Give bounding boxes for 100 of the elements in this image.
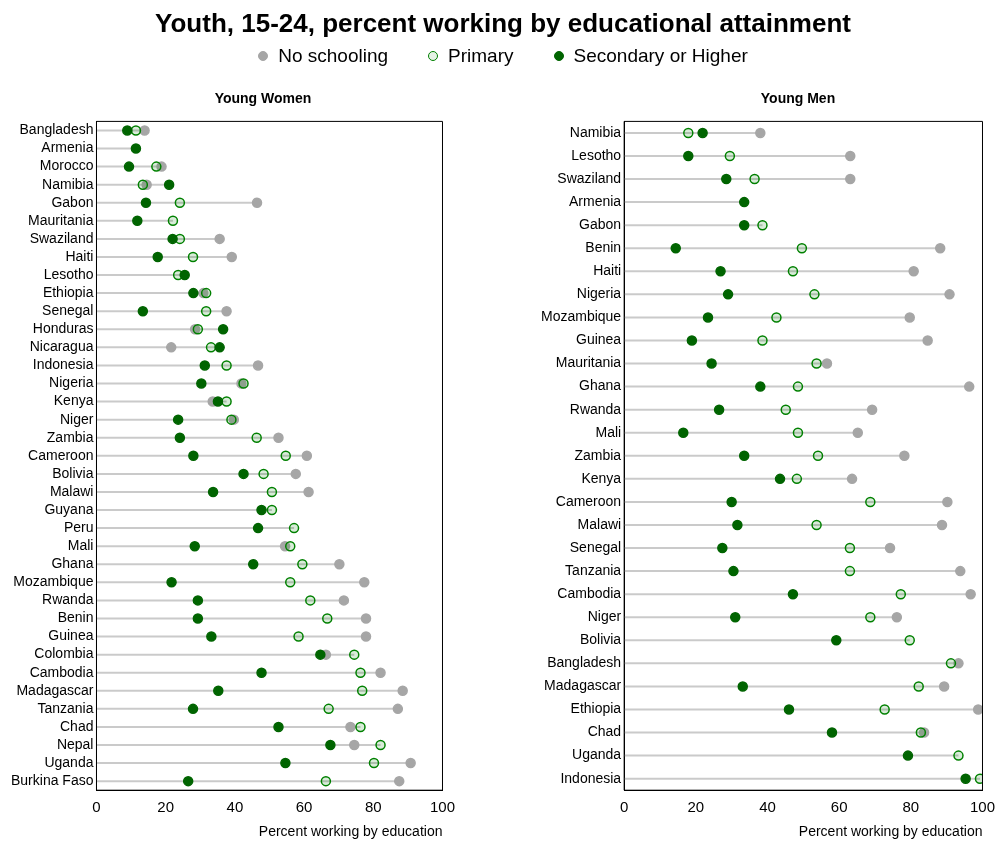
point	[397, 685, 408, 697]
y-tick-label: Zambia	[46, 428, 94, 445]
y-tick-label: Namibia	[569, 123, 622, 140]
point	[167, 233, 178, 245]
point	[726, 496, 737, 508]
point	[152, 251, 163, 263]
point	[166, 577, 177, 588]
point	[182, 775, 194, 787]
point	[963, 381, 975, 392]
point	[206, 631, 217, 642]
point	[787, 588, 799, 600]
point	[187, 251, 199, 263]
x-axis-title: Percent working by education	[258, 823, 443, 840]
point	[953, 750, 964, 761]
y-tick-label: Indonesia	[32, 356, 94, 373]
point	[715, 266, 726, 277]
point	[196, 378, 207, 389]
point	[891, 611, 903, 623]
point	[132, 215, 143, 227]
y-tick-label: Senegal	[569, 538, 622, 555]
x-tick-label: 0	[92, 798, 101, 816]
legend-label: Secondary or Higher	[573, 45, 748, 67]
y-tick-label: Ghana	[579, 377, 622, 394]
point	[256, 504, 267, 516]
y-tick-label: Nigeria	[576, 285, 622, 302]
point	[697, 127, 708, 139]
y-tick-label: Peru	[63, 518, 94, 535]
point	[852, 427, 864, 438]
point	[137, 305, 149, 317]
point	[280, 757, 291, 769]
point	[713, 404, 725, 415]
point	[137, 179, 149, 190]
point	[879, 704, 890, 715]
point	[738, 219, 750, 231]
point	[288, 522, 300, 534]
point	[974, 773, 983, 784]
y-tick-label: Zambia	[574, 446, 622, 463]
point	[279, 540, 291, 552]
point	[251, 197, 263, 208]
y-tick-label: Nicaragua	[29, 338, 94, 355]
y-tick-label: Chad	[587, 723, 622, 740]
point	[156, 161, 167, 172]
y-tick-label: Uganda	[572, 746, 622, 763]
point	[349, 649, 360, 660]
point	[199, 360, 211, 371]
y-tick-label: Madagascar	[16, 681, 94, 698]
point	[965, 588, 976, 600]
point	[732, 519, 743, 531]
point	[757, 219, 768, 231]
point	[755, 381, 766, 392]
point	[130, 143, 142, 154]
point	[678, 427, 689, 438]
point	[285, 540, 296, 552]
point	[811, 358, 822, 369]
point	[280, 450, 291, 462]
y-tick-label: Cambodia	[557, 585, 622, 602]
y-tick-label: Senegal	[42, 302, 94, 319]
y-tick-label: Tanzania	[37, 699, 94, 716]
point	[192, 595, 204, 606]
y-tick-label: Guinea	[576, 331, 622, 348]
point	[737, 681, 749, 692]
x-tick-label: 20	[157, 798, 175, 816]
y-tick-label: Armenia	[41, 139, 94, 156]
point	[787, 266, 799, 277]
point	[207, 486, 219, 498]
point	[865, 611, 876, 623]
y-tick-label: Guinea	[48, 627, 94, 644]
y-tick-label: Indonesia	[560, 769, 622, 786]
y-tick-label: Gabon	[51, 193, 94, 210]
point	[251, 432, 262, 443]
point	[774, 473, 786, 485]
point	[359, 577, 370, 588]
point	[895, 588, 907, 600]
point	[392, 703, 404, 715]
x-tick-label: 40	[759, 798, 776, 816]
x-axis-title: Percent working by education	[798, 823, 983, 840]
point	[831, 635, 842, 646]
point	[936, 519, 948, 531]
point	[188, 287, 199, 299]
point	[702, 312, 714, 323]
y-tick-label: Haiti	[65, 247, 94, 264]
point	[755, 127, 766, 139]
y-tick-label: Mali	[595, 423, 622, 440]
y-tick-label: Gabon	[579, 216, 622, 233]
point	[738, 450, 750, 462]
point	[356, 685, 368, 697]
point	[375, 739, 386, 751]
y-tick-label: Haiti	[593, 262, 622, 279]
y-tick-label: Namibia	[42, 175, 94, 192]
point	[151, 161, 162, 172]
point	[355, 667, 366, 678]
point	[960, 773, 971, 784]
y-tick-label: Cameroon	[28, 446, 94, 463]
point	[256, 667, 267, 678]
point	[846, 473, 858, 485]
point	[902, 750, 914, 761]
y-tick-label: Swaziland	[557, 169, 622, 186]
point	[323, 703, 334, 715]
y-tick-label: Cameroon	[555, 492, 622, 509]
point	[315, 649, 326, 660]
